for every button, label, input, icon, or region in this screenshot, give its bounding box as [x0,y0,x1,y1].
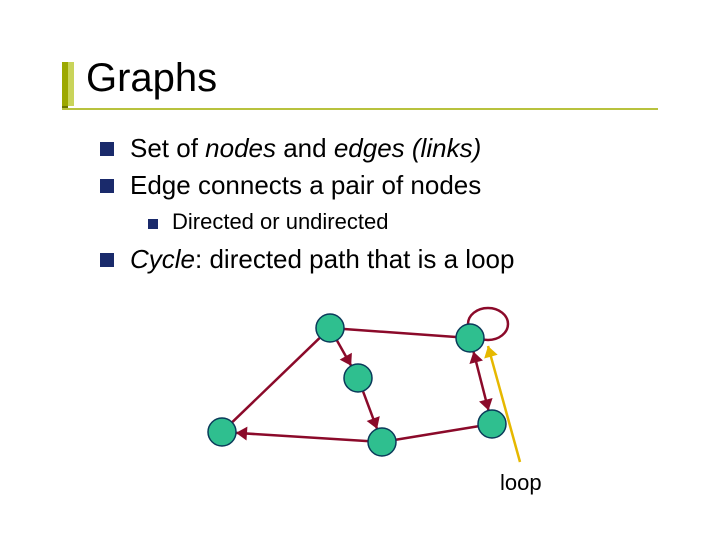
bullet-square-icon [148,219,158,229]
content-area: Set of nodes and edges (links) Edge conn… [100,132,660,280]
bullet-text: Cycle: directed path that is a loop [130,243,514,276]
graph-svg [170,310,550,480]
accent-bar [68,62,74,106]
slide-title: Graphs [86,56,217,101]
text-run: and [276,133,334,163]
bullet-level1: Set of nodes and edges (links) [100,132,660,165]
bullet-text: Directed or undirected [172,209,388,235]
loop-label: loop [500,470,542,496]
bullet-square-icon [100,253,114,267]
graph-diagram [170,310,550,480]
slide: Graphs Set of nodes and edges (links) Ed… [0,0,720,540]
bullet-text: Set of nodes and edges (links) [130,132,481,165]
bullet-square-icon [100,179,114,193]
bullet-level2: Directed or undirected [148,209,660,235]
bullet-square-icon [100,142,114,156]
bullet-text: Edge connects a pair of nodes [130,169,481,202]
bullet-level1: Cycle: directed path that is a loop [100,243,660,276]
title-underline [62,108,658,110]
italic-term: nodes [205,133,276,163]
title-accent-icon [62,62,74,106]
italic-term: Cycle [130,244,195,274]
title-area: Graphs [62,56,217,101]
italic-term: edges (links) [334,133,481,163]
text-run: Set of [130,133,205,163]
bullet-level1: Edge connects a pair of nodes [100,169,660,202]
text-run: : directed path that is a loop [195,244,514,274]
